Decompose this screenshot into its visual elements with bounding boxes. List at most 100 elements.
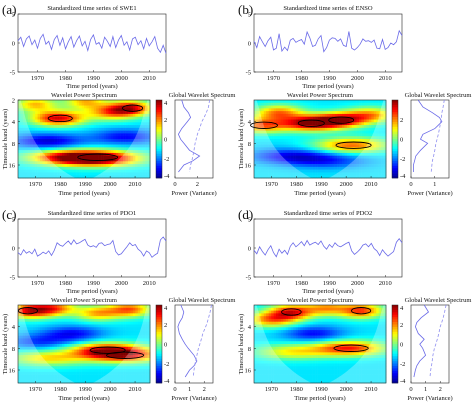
heatmap-cell xyxy=(18,111,21,115)
heatmap-cell xyxy=(54,116,58,120)
heatmap-cell xyxy=(44,377,48,381)
heatmap-cell xyxy=(84,335,87,339)
heatmap-cell xyxy=(106,324,109,328)
heatmap-cell xyxy=(93,144,97,148)
heatmap-cell xyxy=(106,346,109,350)
heatmap-cell xyxy=(298,164,301,168)
heatmap-cell xyxy=(110,141,114,145)
heatmap-cell xyxy=(140,122,143,126)
heatmap-cell xyxy=(59,136,63,140)
heatmap-cell xyxy=(266,100,269,104)
heatmap-cell xyxy=(101,338,104,342)
heatmap-cell xyxy=(315,122,318,126)
heatmap-cell xyxy=(290,169,294,173)
heatmap-cell xyxy=(312,155,316,159)
heatmap-cell xyxy=(64,164,68,168)
heatmap-cell xyxy=(302,127,306,131)
heatmap-cell xyxy=(349,127,353,131)
heatmap-cell xyxy=(118,158,121,162)
heatmap-cell xyxy=(52,363,55,367)
heatmap-cell xyxy=(329,305,333,309)
colorbar-segment xyxy=(156,331,162,335)
heatmap-cell xyxy=(42,169,46,173)
wavelet-ylabel: Timescale band (years) xyxy=(238,109,245,169)
heatmap-cell xyxy=(103,172,107,176)
heatmap-cell xyxy=(383,150,387,154)
heatmap-cell xyxy=(293,305,296,309)
heatmap-cell xyxy=(140,166,143,170)
heatmap-cell xyxy=(84,125,87,129)
heatmap-cell xyxy=(305,310,309,314)
heatmap-cell xyxy=(258,307,262,311)
heatmap-cell xyxy=(120,341,124,345)
heatmap-cell xyxy=(54,352,58,356)
heatmap-cell xyxy=(98,147,102,151)
heatmap-cell xyxy=(115,152,119,157)
heatmap-cell xyxy=(324,305,328,309)
heatmap-cell xyxy=(147,141,151,145)
heatmap-cell xyxy=(305,100,309,104)
heatmap-cell xyxy=(118,369,121,373)
global-spectrum-title: Global Wavelet Spectrum xyxy=(169,92,236,99)
global-spectrum-xlabel: Power (Variance) xyxy=(171,395,216,402)
heatmap-cell xyxy=(88,316,92,320)
heatmap-cell xyxy=(344,147,348,151)
heatmap-cell xyxy=(123,147,126,151)
heatmap-cell xyxy=(57,332,60,336)
heatmap-cell xyxy=(125,136,129,140)
heatmap-cell xyxy=(101,108,104,112)
heatmap-cell xyxy=(81,130,85,134)
heatmap-cell xyxy=(74,116,77,120)
heatmap-cell xyxy=(145,141,148,145)
heatmap-cell xyxy=(96,155,99,159)
heatmap-cell xyxy=(315,152,318,157)
heatmap-cell xyxy=(49,158,53,162)
heatmap-cell xyxy=(64,313,68,317)
heatmap-cell xyxy=(140,369,143,373)
heatmap-cell xyxy=(37,318,41,323)
heatmap-cell xyxy=(37,119,41,123)
heatmap-cell xyxy=(84,155,87,159)
heatmap-cell xyxy=(290,144,294,148)
heatmap-cell xyxy=(137,363,141,367)
heatmap-cell xyxy=(329,147,333,151)
heatmap-cell xyxy=(312,116,316,120)
heatmap-cell xyxy=(35,316,38,320)
heatmap-cell xyxy=(373,122,377,126)
heatmap-cell xyxy=(280,127,284,131)
heatmap-cell xyxy=(40,147,43,151)
heatmap-cell xyxy=(64,377,68,381)
heatmap-cell xyxy=(366,166,370,170)
heatmap-cell xyxy=(32,147,36,151)
heatmap-cell xyxy=(62,374,65,378)
heatmap-cell xyxy=(254,100,257,104)
heatmap-cell xyxy=(103,369,107,373)
heatmap-cell xyxy=(108,175,112,179)
heatmap-cell xyxy=(98,324,102,328)
heatmap-cell xyxy=(322,111,326,115)
heatmap-cell xyxy=(96,161,99,165)
heatmap-cell xyxy=(25,327,29,331)
heatmap-cell xyxy=(371,152,375,157)
heatmap-cell xyxy=(76,111,80,115)
heatmap-cell xyxy=(71,332,75,336)
heatmap-cell xyxy=(135,380,139,384)
heatmap-cell xyxy=(86,175,90,179)
heatmap-cell xyxy=(93,371,97,375)
colorbar-segment xyxy=(392,156,398,159)
heatmap-cell xyxy=(132,369,136,373)
heatmap-cell xyxy=(317,122,321,126)
heatmap-cell xyxy=(52,116,55,120)
heatmap-cell xyxy=(74,152,77,157)
heatmap-cell xyxy=(88,119,92,123)
heatmap-cell xyxy=(300,102,304,106)
heatmap-cell xyxy=(49,152,53,157)
heatmap-cell xyxy=(128,305,131,309)
heatmap-cell xyxy=(30,169,33,173)
heatmap-cell xyxy=(383,172,387,176)
heatmap-cell xyxy=(40,352,43,356)
heatmap-cell xyxy=(91,349,95,353)
colorbar-segment xyxy=(156,334,162,337)
heatmap-cell xyxy=(130,313,134,317)
heatmap-cell xyxy=(20,380,24,384)
